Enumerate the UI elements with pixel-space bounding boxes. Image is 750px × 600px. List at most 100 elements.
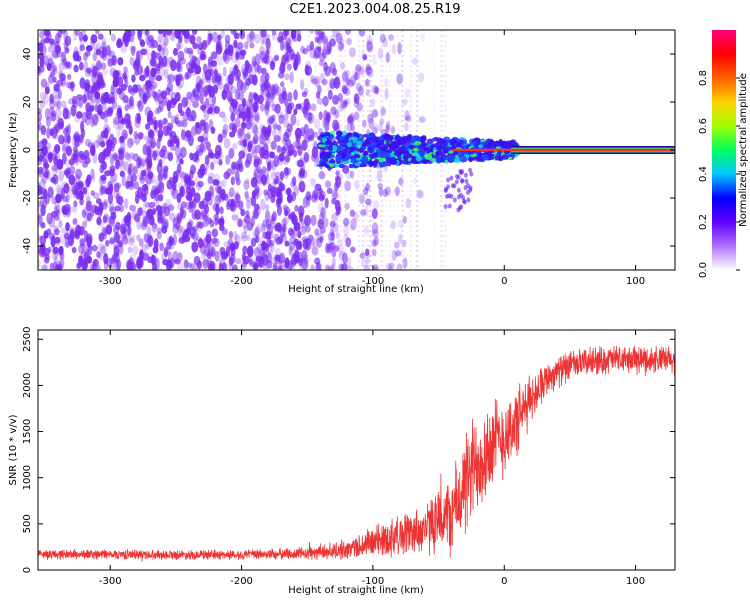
spectrogram-cell: [201, 197, 209, 209]
spectrogram-cell: [47, 152, 54, 160]
spectrogram-cell: [248, 111, 255, 118]
spectrogram-cell: [189, 232, 196, 240]
spectrogram-cell: [55, 44, 62, 54]
x-tick-label: -200: [230, 576, 253, 587]
spectrogram-cell: [145, 80, 152, 89]
spectrogram-cell: [177, 262, 184, 270]
spectrogram-cell: [215, 75, 222, 83]
spectrogram-cell: [370, 98, 376, 107]
spectrogram-cell: [86, 236, 92, 248]
spectrogram-cell: [238, 111, 244, 119]
spectrogram-cell: [349, 75, 357, 87]
spectrogram-cell: [103, 199, 109, 207]
spectrogram-cell: [139, 39, 146, 48]
spectrogram-cell: [53, 256, 59, 264]
spectrogram-cell: [194, 175, 200, 186]
spectrogram-cell: [382, 37, 388, 48]
spectrogram-cell: [305, 65, 313, 76]
spectrogram-cell: [402, 215, 407, 224]
spectrogram-cell: [207, 262, 214, 270]
spectrogram-cell: [39, 178, 46, 190]
spectrogram-cell: [208, 197, 213, 206]
spectrogram-cell: [78, 31, 84, 42]
spectrogram-cell: [96, 217, 102, 226]
spectrogram-cell: [54, 239, 61, 246]
spectrogram-cell: [329, 220, 336, 228]
signal-cell: [472, 140, 478, 147]
spectrogram-cell: [317, 30, 325, 41]
spectrogram-cell: [289, 71, 294, 84]
spectrogram-cell: [273, 178, 278, 185]
spectrogram-cell: [294, 204, 299, 212]
spectrogram-cell: [106, 142, 113, 153]
spectrogram-cell: [291, 176, 297, 187]
spectrogram-cell: [185, 130, 191, 138]
spectrogram-cell: [371, 109, 379, 118]
spectrogram-cell: [212, 51, 219, 62]
spectrogram-cell: [358, 192, 366, 204]
spectrogram-cell: [224, 48, 231, 55]
spectrogram-cell: [324, 197, 329, 209]
spectrogram-cell: [316, 232, 324, 243]
spectrogram-cell: [194, 209, 201, 221]
spectrogram-cell: [157, 33, 164, 44]
spectrogram-cell: [416, 189, 424, 199]
spectrogram-cell: [246, 98, 253, 110]
spectrogram-cell: [323, 120, 330, 132]
spectrogram-cell: [272, 123, 278, 130]
spectrogram-cell: [40, 204, 46, 217]
spectrogram-cell: [124, 113, 131, 123]
spectrogram-cell: [203, 161, 210, 171]
y-tick-label: 0: [22, 147, 33, 153]
spectrogram-cell: [292, 250, 300, 262]
spectrogram-cell: [268, 239, 275, 247]
spectrogram-cell: [349, 224, 355, 232]
spectrogram-cell: [43, 162, 50, 170]
spectrogram-cell: [281, 54, 287, 67]
spectrogram-cell: [349, 209, 356, 217]
spectrogram-cell: [297, 230, 302, 239]
spectrogram-cell: [179, 206, 184, 218]
spectrogram-cell: [304, 134, 311, 143]
spectrogram-cell: [55, 184, 62, 193]
spectrogram-cell: [244, 159, 251, 168]
spectrogram-cell: [39, 98, 46, 109]
spectrogram-cell: [134, 56, 141, 65]
spectrogram-cell: [405, 197, 411, 209]
spectrogram-cell: [129, 204, 137, 212]
spectrogram-cell: [261, 174, 268, 185]
spectrogram-cell: [216, 82, 224, 91]
spectrogram-cell: [355, 64, 362, 73]
spectrogram-cell: [115, 87, 123, 95]
spectrogram-cell: [195, 65, 202, 75]
spectrogram-cell: [307, 112, 313, 123]
spectrogram-cell: [266, 128, 271, 138]
spectrogram-cell: [61, 51, 66, 64]
spectrogram-cell: [320, 207, 326, 219]
signal-cell: [433, 136, 439, 141]
spectrogram-cell: [289, 265, 295, 270]
spectrogram-cell: [322, 48, 328, 59]
signal-cell: [385, 137, 392, 143]
spectrogram-cell: [96, 134, 103, 146]
spectrogram-cell: [165, 198, 172, 210]
spectrogram-cell: [103, 252, 109, 265]
spectrogram-cell: [273, 135, 281, 143]
spectrogram-cell: [92, 113, 99, 126]
spectrogram-cell: [63, 62, 70, 71]
spectrogram-cell: [73, 188, 79, 196]
spectrogram-cell: [372, 126, 378, 135]
spectrogram-cell: [113, 245, 120, 258]
signal-cell: [317, 144, 326, 148]
spectrogram-cell: [305, 225, 311, 233]
spectrogram-cell: [175, 146, 182, 159]
spectrogram-cell: [350, 170, 355, 179]
spectrogram-cell: [243, 103, 249, 112]
spectrogram-cell: [243, 224, 248, 235]
x-tick-label: 0: [501, 576, 507, 587]
spectrogram-cell: [207, 172, 215, 180]
spectrogram-cell: [204, 154, 210, 166]
y-tick-label: 20: [22, 96, 33, 109]
spectrogram-cell: [175, 146, 182, 159]
spectrogram-cell: [271, 160, 277, 172]
